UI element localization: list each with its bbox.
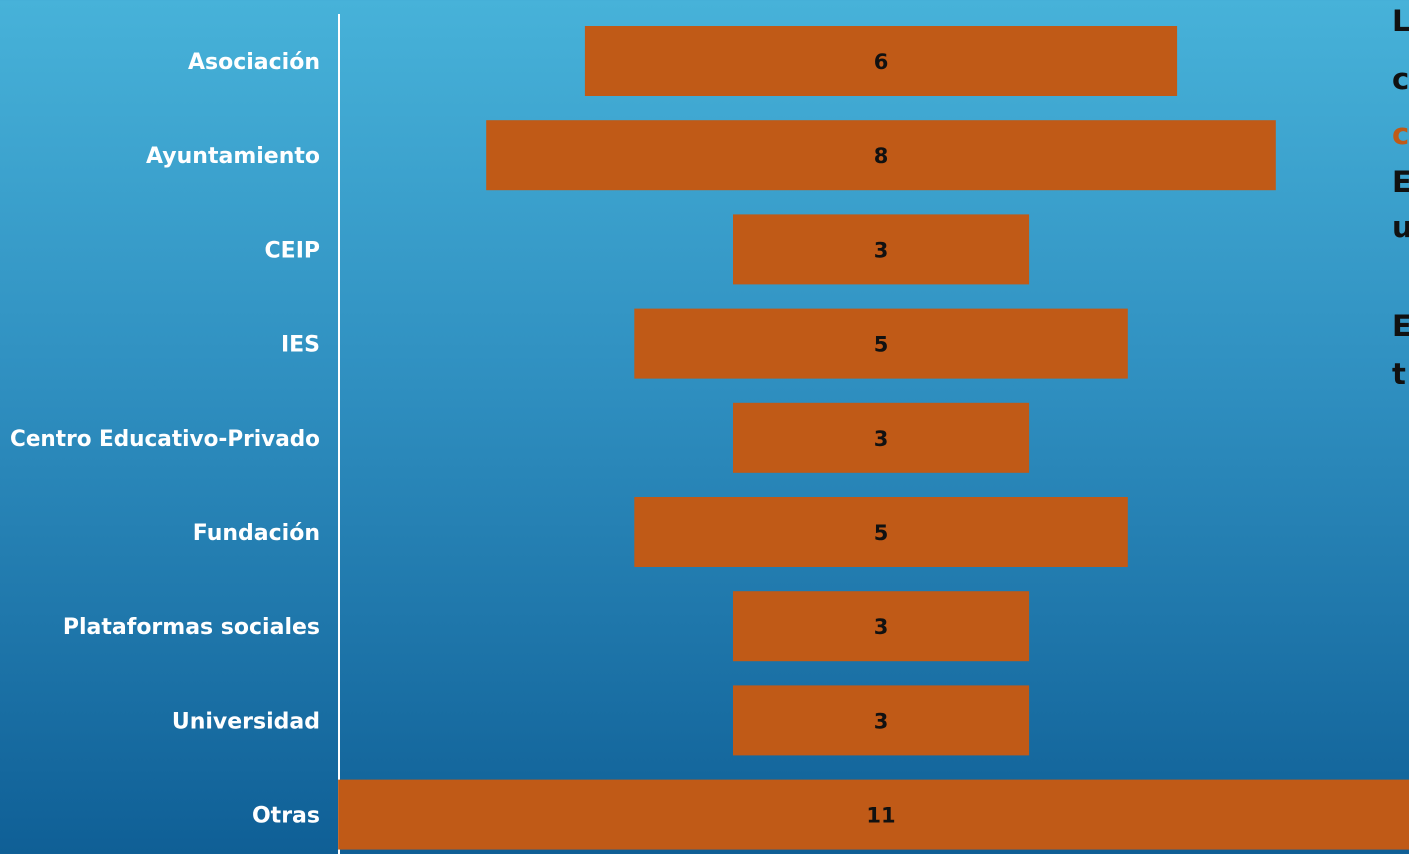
bar-value-label: 3	[874, 238, 889, 262]
bar	[634, 497, 1128, 567]
side-text-line-7: t	[1392, 357, 1406, 391]
bar	[733, 214, 1030, 285]
bar	[584, 26, 1178, 96]
category-label: Centro Educativo-Privado	[10, 427, 320, 452]
category-label: Fundación	[193, 521, 320, 546]
bar	[733, 591, 1030, 662]
category-label: Ayuntamiento	[146, 144, 320, 169]
side-text-line-2: c	[1392, 62, 1409, 96]
side-text-line-5: u	[1392, 210, 1409, 244]
category-label: CEIP	[265, 238, 320, 263]
category-label: IES	[281, 333, 320, 358]
bar-value-label: 6	[874, 50, 889, 74]
category-label: Otras	[252, 804, 320, 829]
bar-value-label: 5	[874, 521, 889, 545]
bar	[733, 402, 1030, 473]
category-label: Asociación	[188, 50, 320, 75]
side-text-line-3: c	[1392, 117, 1409, 151]
category-label: Universidad	[172, 709, 320, 734]
bar-value-label: 3	[874, 615, 889, 639]
bar	[338, 779, 1409, 850]
bar-value-label: 11	[866, 804, 895, 828]
bar	[486, 120, 1276, 191]
bar-value-label: 8	[874, 144, 889, 168]
side-text-line-6: E	[1392, 309, 1409, 343]
bar-value-label: 3	[874, 427, 889, 451]
bar-value-label: 3	[874, 709, 889, 733]
bar-value-label: 5	[874, 333, 889, 357]
bar	[733, 685, 1030, 756]
side-text-line-1: L	[1392, 4, 1409, 38]
side-text-line-4: E	[1392, 165, 1409, 199]
category-label: Plataformas sociales	[63, 615, 320, 640]
bar	[634, 308, 1128, 379]
